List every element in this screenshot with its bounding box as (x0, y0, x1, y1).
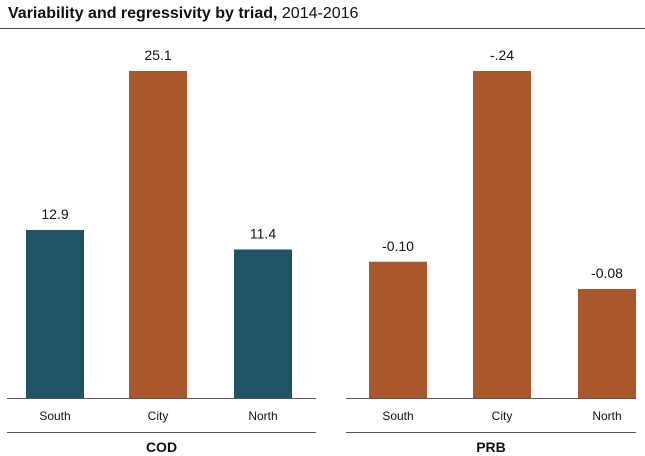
x-tick-label: City (492, 409, 513, 423)
data-label: 25.1 (144, 47, 171, 63)
data-label: 12.9 (41, 206, 68, 222)
bar-cod-north (234, 249, 292, 398)
group-label: PRB (476, 439, 506, 455)
x-tick-label: City (148, 409, 169, 423)
bar-prb-north (578, 289, 636, 398)
bar-prb-south (369, 261, 427, 398)
data-label: -.24 (490, 47, 514, 63)
chart-title: Variability and regressivity by triad, 2… (8, 5, 358, 23)
title-divider (0, 28, 645, 29)
data-label: 11.4 (250, 225, 276, 241)
x-tick-label: South (382, 409, 413, 423)
x-tick-label: North (592, 409, 621, 423)
bar-cod-city (129, 71, 187, 398)
group-label: COD (146, 439, 177, 455)
x-tick-label: North (248, 409, 277, 423)
bar-prb-city (473, 71, 531, 398)
data-label: -0.08 (591, 265, 623, 281)
data-label: -0.10 (382, 238, 414, 254)
chart-title-years: 2014-2016 (277, 5, 359, 22)
bar-cod-south (26, 229, 84, 398)
chart-title-bold: Variability and regressivity by triad, (8, 5, 278, 22)
x-tick-label: South (39, 409, 70, 423)
